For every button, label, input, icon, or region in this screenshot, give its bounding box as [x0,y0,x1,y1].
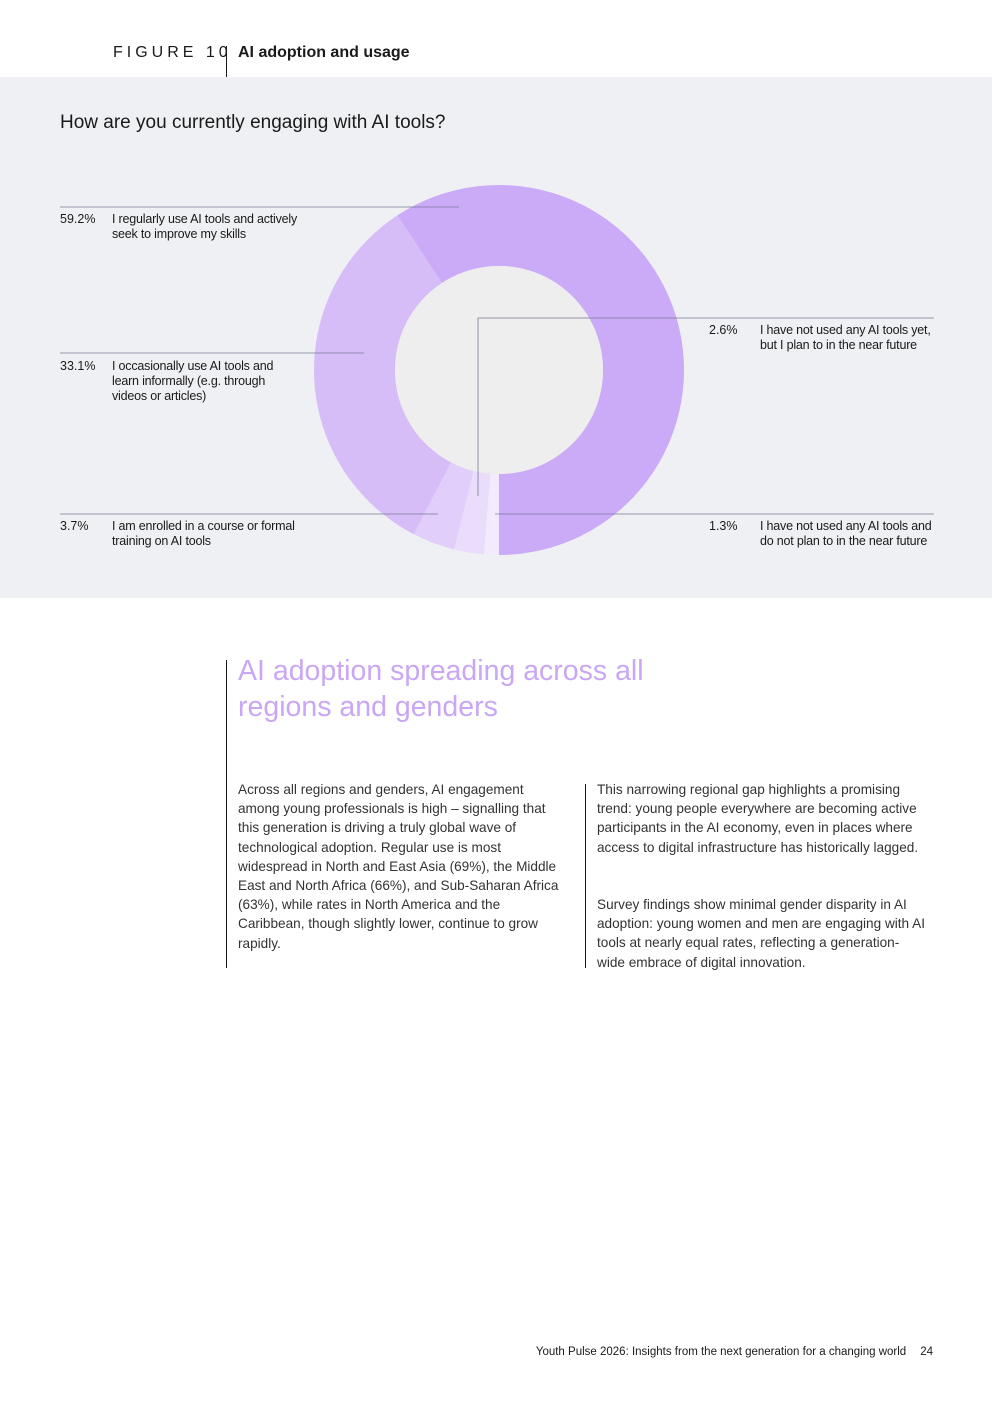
figure-divider [226,46,227,77]
donut-slice-4 [454,470,491,555]
slice-label-regular: I regularly use AI tools and actively se… [112,212,298,241]
figure-number: FIGURE 10 [113,44,232,61]
slice-value-enrolled: 3.7% [60,519,89,533]
donut-chart [60,185,934,556]
slice-label-plan: I have not used any AI tools yet, but I … [760,323,931,352]
leader-line-26 [477,317,934,496]
donut-hole [395,266,603,474]
body-column-2-paragraph-1: This narrowing regional gap highlights a… [597,782,919,855]
slice-label-no-plan: I have not used any AI tools and do not … [760,519,932,548]
donut-slice-1 [397,185,685,556]
page-number: 24 [920,1346,933,1358]
donut-slice-3 [413,462,474,550]
body-column-1: Across all regions and genders, AI engag… [238,782,559,951]
slice-label-enrolled: I am enrolled in a course or formal trai… [112,519,295,548]
chart-title: How are you currently engaging with AI t… [60,112,446,133]
donut-slice-2 [313,215,452,535]
figure-title: AI adoption and usage [238,44,410,61]
slice-value-occasional: 33.1% [60,359,96,373]
footer-publication: Youth Pulse 2026: [535,1346,629,1358]
slice-value-no-plan: 1.3% [709,519,738,533]
column-rule [585,784,586,968]
body-column-2-paragraph-2: Survey findings show minimal gender disp… [597,897,925,970]
donut-slice-5 [483,473,499,555]
footer-subtitle: Insights from the next generation for a … [628,1346,907,1358]
slice-label-occasional: I occasionally use AI tools and learn in… [112,359,274,403]
slice-value-regular: 59.2% [60,212,96,226]
section-title: AI adoption spreading across all regions… [238,655,644,723]
slice-value-plan: 2.6% [709,323,738,337]
page-footer: Youth Pulse 2026: Insights from the next… [536,1346,933,1358]
figure-header: FIGURE 10 AI adoption and usage [0,0,992,77]
section-rule [226,660,227,968]
